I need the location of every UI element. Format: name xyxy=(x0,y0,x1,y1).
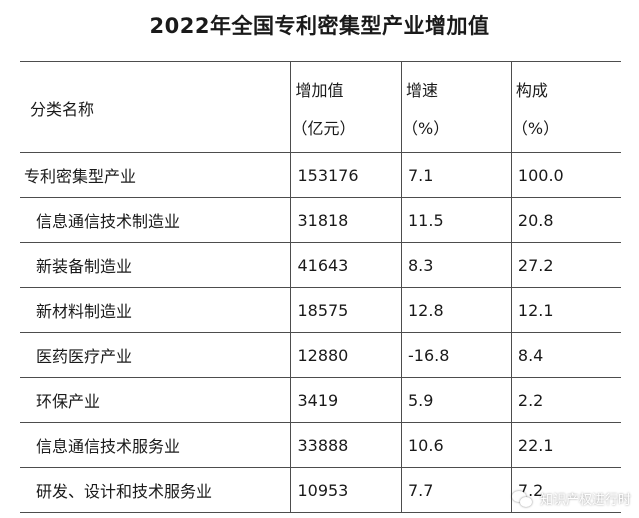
header-share-label: 构成 xyxy=(515,81,548,100)
row-growth: -16.8 xyxy=(401,332,512,378)
header-category: 分类名称 xyxy=(20,61,291,153)
table-row: 信息通信技术服务业 33888 10.6 22.1 xyxy=(20,422,621,468)
row-value: 41643 xyxy=(290,242,402,288)
row-name: 研发、设计和技术服务业 xyxy=(20,467,291,513)
table-row: 信息通信技术制造业 31818 11.5 20.8 xyxy=(20,197,621,243)
row-growth: 8.3 xyxy=(401,242,512,288)
row-growth: 12.8 xyxy=(401,287,512,333)
table-row: 专利密集型产业 153176 7.1 100.0 xyxy=(20,152,621,198)
table-row: 新装备制造业 41643 8.3 27.2 xyxy=(20,242,621,288)
row-value: 153176 xyxy=(290,152,402,198)
header-growth-label: 增速 xyxy=(406,81,439,100)
row-name: 医药医疗产业 xyxy=(20,332,291,378)
row-share: 12.1 xyxy=(510,287,621,333)
header-growth-unit: （%） xyxy=(402,119,450,138)
row-share: 27.2 xyxy=(510,242,621,288)
row-name: 环保产业 xyxy=(20,377,291,423)
watermark-text: 知识产权进行时 xyxy=(539,493,631,508)
row-value: 18575 xyxy=(290,287,402,333)
table-header-row: 分类名称 增加值 （亿元） 增速 （%） 构成 （%） xyxy=(20,61,621,153)
watermark: 知识产权进行时 xyxy=(511,489,631,508)
row-name: 信息通信技术服务业 xyxy=(20,422,291,468)
header-share-unit: （%） xyxy=(511,119,560,138)
row-value: 3419 xyxy=(290,377,402,423)
row-growth: 11.5 xyxy=(401,197,512,243)
data-table: 分类名称 增加值 （亿元） 增速 （%） 构成 （%） 专利密集型产业 1531… xyxy=(20,61,621,513)
header-value-label: 增加值 xyxy=(295,81,344,100)
row-value: 10953 xyxy=(290,467,402,513)
table-row: 环保产业 3419 5.9 2.2 xyxy=(20,377,621,423)
row-share: 2.2 xyxy=(510,377,621,423)
row-name: 专利密集型产业 xyxy=(20,152,291,198)
row-name: 新材料制造业 xyxy=(20,287,291,333)
row-name: 信息通信技术制造业 xyxy=(20,197,291,243)
header-value-unit: （亿元） xyxy=(291,119,356,138)
row-growth: 10.6 xyxy=(401,422,512,468)
row-growth: 7.7 xyxy=(401,467,512,513)
row-growth: 5.9 xyxy=(401,377,512,423)
row-value: 12880 xyxy=(290,332,402,378)
header-share: 构成 （%） xyxy=(510,61,621,153)
row-share: 8.4 xyxy=(510,332,621,378)
row-share: 22.1 xyxy=(510,422,621,468)
row-growth: 7.1 xyxy=(401,152,512,198)
table-row: 医药医疗产业 12880 -16.8 8.4 xyxy=(20,332,621,378)
row-value: 33888 xyxy=(290,422,402,468)
row-share: 100.0 xyxy=(510,152,621,198)
header-growth: 增速 （%） xyxy=(401,61,512,153)
table-row: 研发、设计和技术服务业 10953 7.7 7.2 xyxy=(20,467,621,513)
page-title: 2022年全国专利密集型产业增加值 xyxy=(149,14,490,38)
header-value: 增加值 （亿元） xyxy=(290,61,402,153)
row-value: 31818 xyxy=(290,197,402,243)
row-name: 新装备制造业 xyxy=(20,242,291,288)
wechat-icon xyxy=(511,490,534,508)
row-share: 20.8 xyxy=(510,197,621,243)
table-row: 新材料制造业 18575 12.8 12.1 xyxy=(20,287,621,333)
